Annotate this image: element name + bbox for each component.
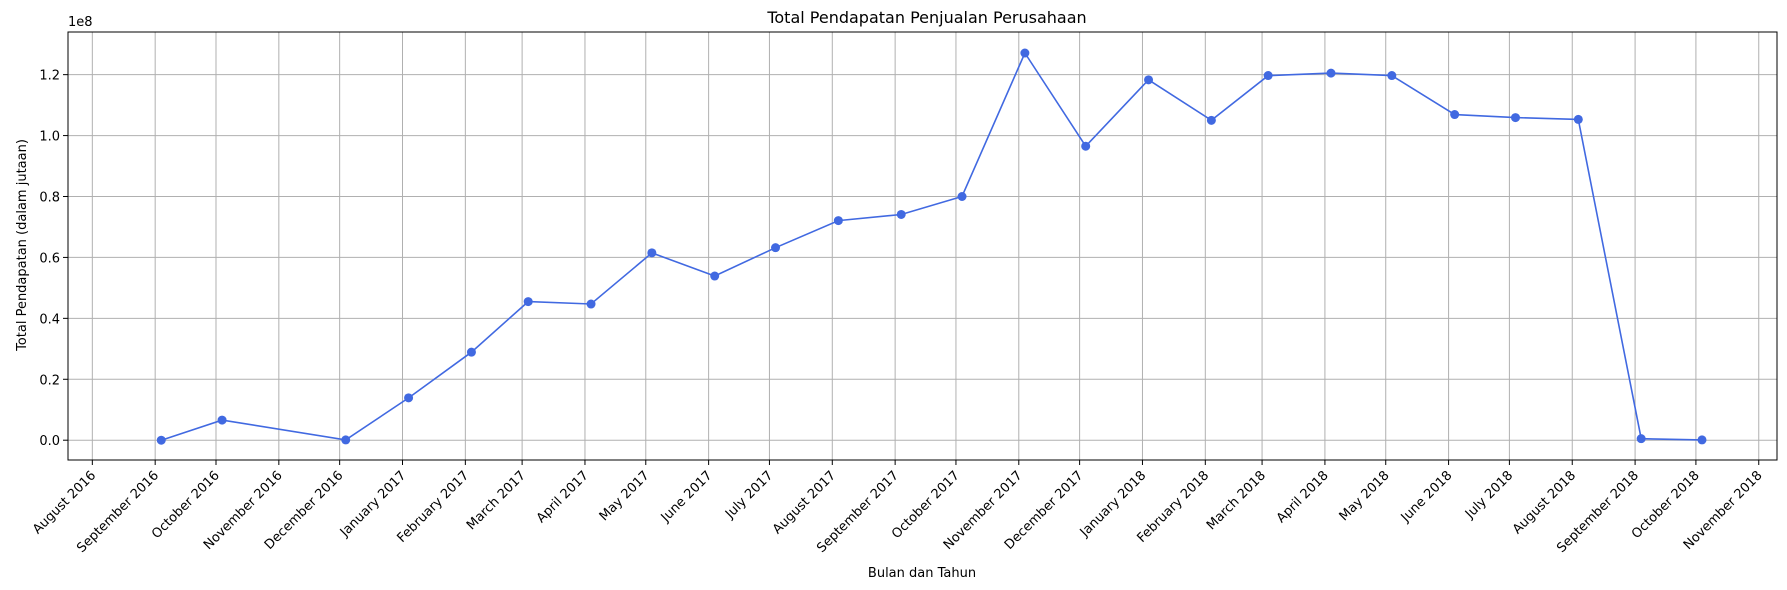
y-axis-offset-label: 1e8	[68, 15, 93, 30]
x-tick-label: May 2018	[1337, 468, 1393, 524]
x-tick-label: May 2017	[597, 468, 653, 524]
data-point	[1510, 113, 1520, 123]
data-point	[217, 415, 227, 425]
data-point	[1206, 115, 1216, 125]
data-point	[404, 393, 414, 403]
y-tick-label: 0.4	[39, 312, 60, 327]
x-tick-label: June 2017	[658, 468, 716, 526]
y-tick-label: 1.0	[39, 130, 60, 145]
y-tick-label: 0.2	[39, 373, 60, 388]
data-point	[1450, 110, 1460, 120]
x-tick-label: April 2018	[1274, 468, 1332, 526]
data-point	[710, 271, 720, 281]
x-tick-label: March 2017	[464, 468, 529, 533]
data-point	[1020, 48, 1030, 58]
data-point	[1573, 114, 1583, 124]
data-point	[523, 297, 533, 307]
data-point	[1144, 75, 1154, 85]
data-point	[833, 216, 843, 226]
y-axis-label: Total Pendapatan (dalam jutaan)	[15, 139, 30, 352]
data-point	[1326, 68, 1336, 78]
y-tick-label: 0.6	[39, 251, 60, 266]
x-tick-label: August 2018	[1510, 468, 1579, 537]
x-tick-label: January 2017	[337, 468, 409, 540]
y-axis-ticks: 0.0 0.2 0.4 0.6 0.8 1.0 1.2	[39, 69, 68, 449]
x-tick-label: June 2018	[1398, 468, 1456, 526]
data-point	[1081, 141, 1091, 151]
x-tick-label: August 2017	[770, 468, 839, 537]
x-tick-label: July 2017	[722, 468, 776, 522]
data-point	[647, 248, 657, 258]
data-point	[957, 191, 967, 201]
data-point	[466, 347, 476, 357]
data-point	[771, 243, 781, 253]
x-tick-label: April 2017	[534, 468, 592, 526]
x-gridlines	[91, 32, 1760, 460]
chart-title: Total Pendapatan Penjualan Perusahaan	[766, 8, 1086, 27]
x-tick-label: August 2016	[30, 468, 99, 537]
x-axis-label: Bulan dan Tahun	[868, 566, 976, 581]
data-point	[1387, 71, 1397, 81]
data-point	[1697, 435, 1707, 445]
x-tick-label: March 2018	[1204, 468, 1269, 533]
y-tick-label: 0.8	[39, 190, 60, 205]
y-gridlines	[68, 74, 1777, 441]
data-point	[586, 299, 596, 309]
data-point	[156, 435, 166, 445]
data-point	[1636, 434, 1646, 444]
data-point	[1263, 71, 1273, 81]
plot-frame	[67, 31, 1778, 461]
y-tick-label: 0.0	[39, 434, 60, 449]
x-tick-label: July 2018	[1462, 468, 1516, 522]
series-layer	[156, 48, 1707, 445]
series-line	[161, 51, 1703, 441]
y-tick-label: 1.2	[39, 69, 60, 84]
data-point	[896, 209, 906, 219]
data-point	[341, 435, 351, 445]
x-tick-label: January 2018	[1077, 468, 1149, 540]
